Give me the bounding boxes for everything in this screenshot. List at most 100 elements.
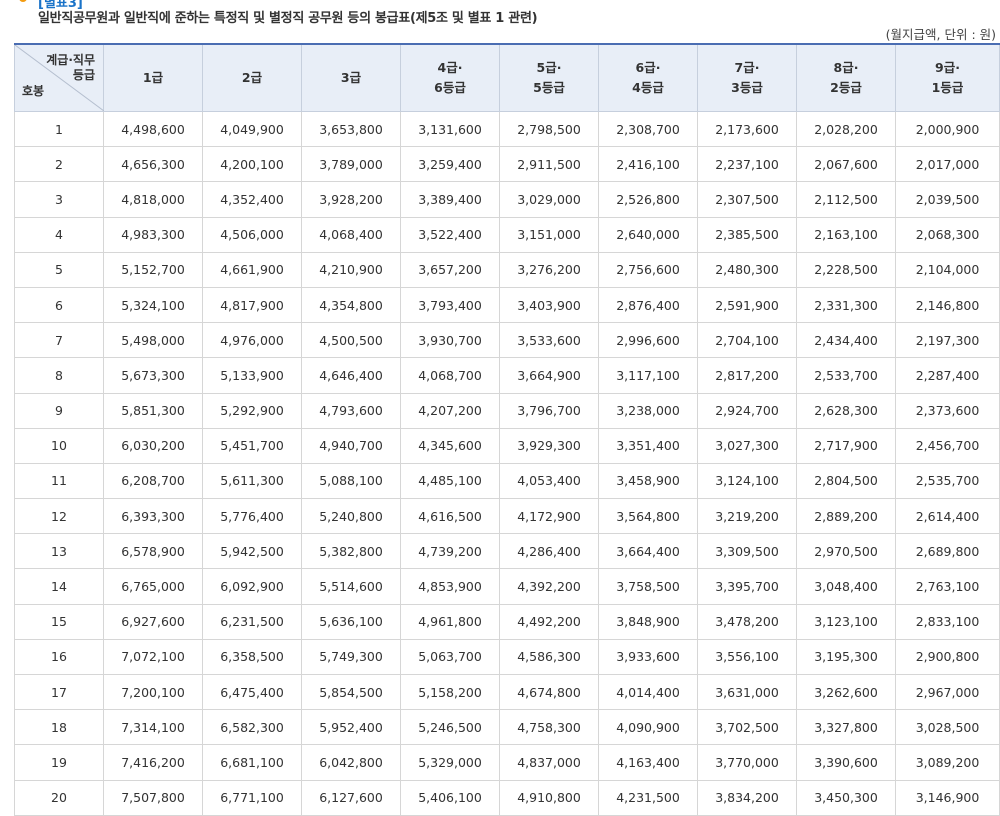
salary-cell: 3,657,200 [400,251,500,288]
salary-cell: 4,940,700 [301,427,401,464]
salary-cell: 2,876,400 [598,286,698,324]
salary-cell: 4,053,400 [499,462,599,500]
table-row: 3 4,818,000 4,352,400 3,928,200 3,389,400 3,0… [14,181,1000,218]
salary-cell: 4,793,600 [301,392,401,429]
salary-cell: 2,889,200 [796,498,896,535]
salary-cell: 4,392,200 [499,568,599,605]
salary-cell: 3,631,000 [697,673,797,711]
step-cell: 15 [14,603,104,640]
corner-bottom-label: 호봉 [22,84,45,98]
salary-cell: 4,172,900 [499,498,599,535]
salary-cell: 5,240,800 [301,498,401,535]
salary-cell: 5,158,200 [400,673,500,711]
salary-cell: 2,416,100 [598,146,698,183]
salary-cell: 7,507,800 [103,779,203,816]
salary-cell: 6,127,600 [301,779,401,816]
salary-cell: 6,927,600 [103,603,203,640]
salary-cell: 5,324,100 [103,286,203,324]
grade-header-8: 8급· 2등급 [796,43,896,112]
grade-header-3: 3급 [301,43,401,112]
salary-cell: 3,117,100 [598,357,698,394]
salary-cell: 4,674,800 [499,673,599,711]
step-cell: 14 [14,568,104,605]
salary-cell: 2,197,300 [895,322,1000,359]
table-row: 13 6,578,900 5,942,500 5,382,800 4,739,200 4,… [14,533,1000,570]
salary-cell: 3,848,900 [598,603,698,640]
salary-cell: 3,930,700 [400,322,500,359]
salary-cell: 5,776,400 [202,498,302,535]
salary-cell: 4,210,900 [301,251,401,288]
salary-cell: 2,798,500 [499,110,599,148]
salary-cell: 7,314,100 [103,709,203,746]
grade-header-5: 5급· 5등급 [499,43,599,112]
salary-cell: 3,089,200 [895,744,1000,781]
salary-cell: 6,771,100 [202,779,302,816]
salary-cell: 4,345,600 [400,427,500,464]
salary-cell: 3,048,400 [796,568,896,605]
salary-cell: 2,967,000 [895,673,1000,711]
step-cell: 3 [14,181,104,218]
step-cell: 9 [14,392,104,429]
salary-cell: 2,717,900 [796,427,896,464]
salary-cell: 4,498,600 [103,110,203,148]
table-row: 19 7,416,200 6,681,100 6,042,800 5,329,000 4,… [14,744,1000,781]
table-row: 11 6,208,700 5,611,300 5,088,100 4,485,100 4,… [14,462,1000,500]
salary-cell: 2,331,300 [796,286,896,324]
step-cell: 2 [14,146,104,183]
salary-cell: 2,112,500 [796,181,896,218]
salary-cell: 4,068,700 [400,357,500,394]
salary-cell: 3,029,000 [499,181,599,218]
salary-cell: 2,614,400 [895,498,1000,535]
grade-header-line2: 2등급 [830,80,862,95]
salary-cell: 2,104,000 [895,251,1000,288]
salary-cell: 3,389,400 [400,181,500,218]
step-cell: 16 [14,638,104,676]
step-cell: 20 [14,779,104,816]
step-cell: 19 [14,744,104,781]
salary-cell: 2,039,500 [895,181,1000,218]
step-cell: 4 [14,216,104,253]
salary-cell: 3,929,300 [499,427,599,464]
step-cell: 13 [14,533,104,570]
salary-cell: 5,152,700 [103,251,203,288]
salary-cell: 6,578,900 [103,533,203,570]
salary-cell: 4,976,000 [202,322,302,359]
salary-cell: 4,286,400 [499,533,599,570]
step-cell: 18 [14,709,104,746]
salary-cell: 4,352,400 [202,181,302,218]
salary-cell: 4,817,900 [202,286,302,324]
salary-cell: 3,027,300 [697,427,797,464]
salary-cell: 2,756,600 [598,251,698,288]
salary-cell: 3,403,900 [499,286,599,324]
salary-cell: 2,385,500 [697,216,797,253]
salary-cell: 2,456,700 [895,427,1000,464]
salary-cell: 2,228,500 [796,251,896,288]
step-cell: 5 [14,251,104,288]
table-row: 18 7,314,100 6,582,300 5,952,400 5,246,500 4,… [14,709,1000,746]
salary-cell: 6,393,300 [103,498,203,535]
salary-cell: 3,933,600 [598,638,698,676]
grade-header-line1: 4급· [437,60,463,75]
table-row: 9 5,851,300 5,292,900 4,793,600 4,207,200 3,7… [14,392,1000,429]
salary-cell: 3,390,600 [796,744,896,781]
salary-cell: 5,246,500 [400,709,500,746]
document-title: 일반직공무원과 일반직에 준하는 특정직 및 별정직 공무원 등의 봉급표(제5… [38,11,538,26]
table-row: 14 6,765,000 6,092,900 5,514,600 4,853,900 4,… [14,568,1000,605]
salary-cell: 4,739,200 [400,533,500,570]
salary-cell: 3,834,200 [697,779,797,816]
salary-cell: 6,030,200 [103,427,203,464]
salary-cell: 2,526,800 [598,181,698,218]
salary-cell: 3,556,100 [697,638,797,676]
salary-cell: 2,308,700 [598,110,698,148]
table-row: 17 7,200,100 6,475,400 5,854,500 5,158,200 4,… [14,673,1000,711]
salary-cell: 4,853,900 [400,568,500,605]
salary-cell: 4,506,000 [202,216,302,253]
salary-cell: 3,928,200 [301,181,401,218]
salary-cell: 3,796,700 [499,392,599,429]
corner-top-label: 계급·직무 등급 [46,53,95,83]
salary-cell: 2,146,800 [895,286,1000,324]
step-cell: 10 [14,427,104,464]
salary-cell: 5,382,800 [301,533,401,570]
section-header: [별표3] [0,0,1000,12]
table-row: 2 4,656,300 4,200,100 3,789,000 3,259,400 2,9… [14,146,1000,183]
